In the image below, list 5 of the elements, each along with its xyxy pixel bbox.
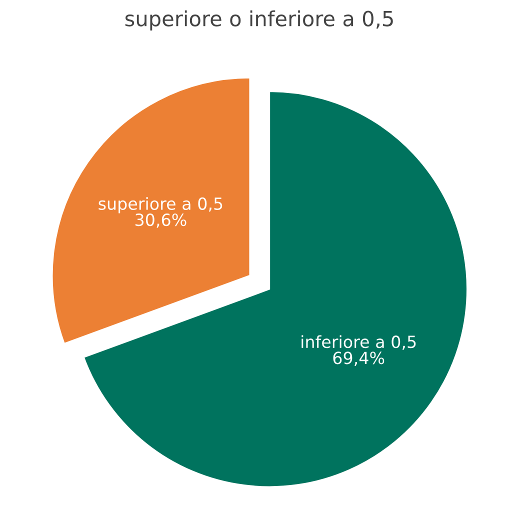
data-label: 30,6%: [136, 214, 186, 228]
data-label: 69,4%: [333, 352, 384, 366]
slice-label: superiore a 0,5: [98, 197, 222, 214]
chart-title: superiore o inferiore a 0,5: [125, 10, 393, 31]
slice-label: inferiore a 0,5: [302, 335, 416, 350]
